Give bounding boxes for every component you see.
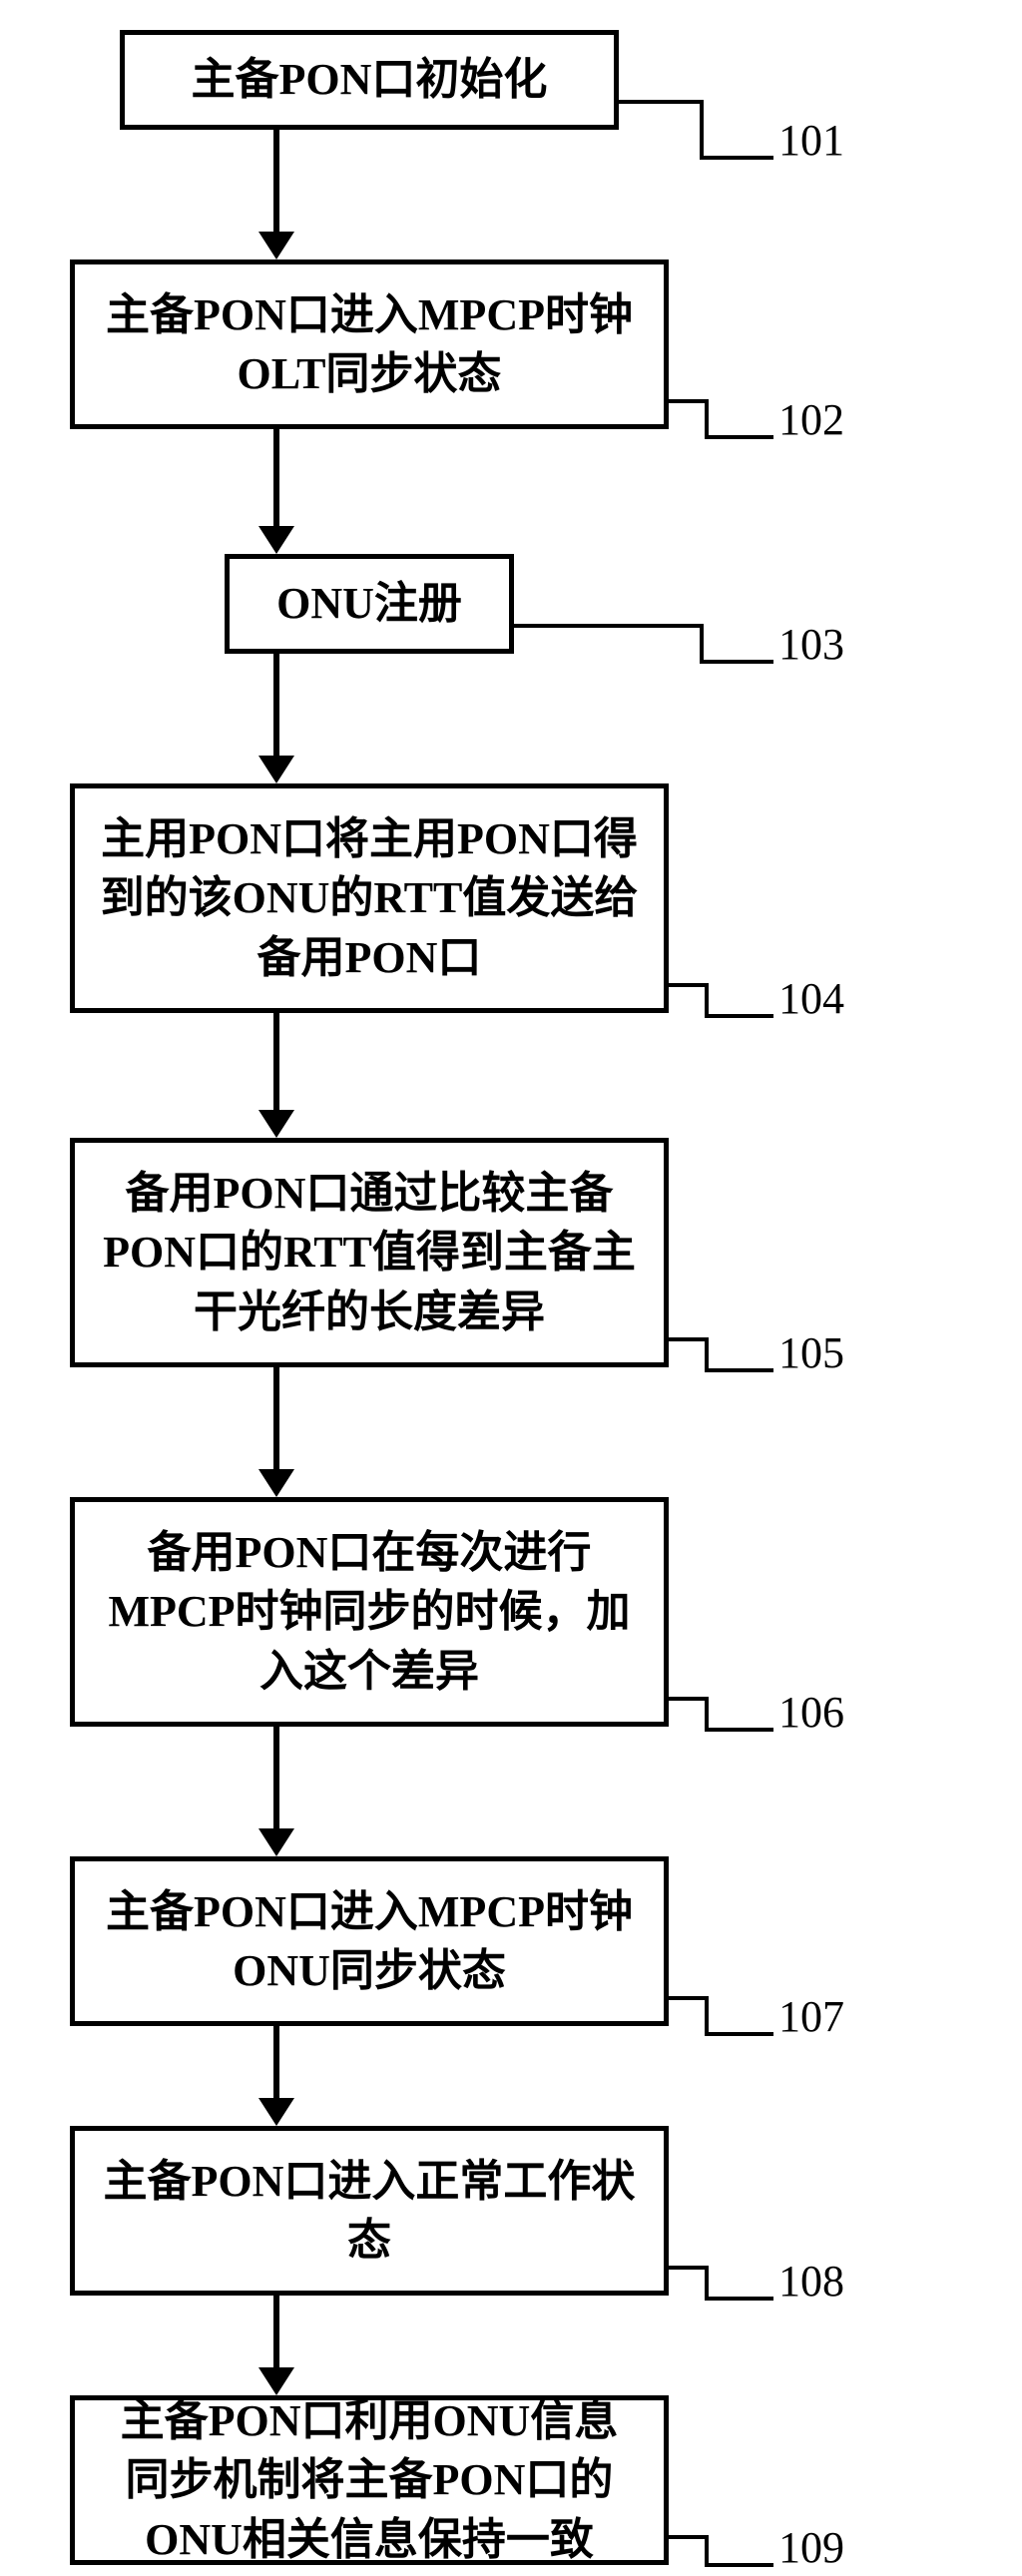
callout-107-v: [705, 1996, 709, 2036]
callout-101-v: [700, 100, 704, 160]
step-106-text: 备用PON口在每次进行MPCP时钟同步的时候，加入这个差异: [99, 1523, 640, 1701]
step-106: 备用PON口在每次进行MPCP时钟同步的时候，加入这个差异: [70, 1497, 669, 1727]
label-105: 105: [778, 1327, 844, 1378]
step-101-text: 主备PON口初始化: [192, 50, 548, 109]
step-107: 主备PON口进入MPCP时钟ONU同步状态: [70, 1856, 669, 2026]
label-103: 103: [778, 619, 844, 670]
step-102: 主备PON口进入MPCP时钟OLT同步状态: [70, 259, 669, 429]
callout-102-v: [705, 399, 709, 439]
step-109: 主备PON口利用ONU信息同步机制将主备PON口的ONU相关信息保持一致: [70, 2395, 669, 2565]
callout-103-h: [514, 624, 704, 628]
callout-107-h: [669, 1996, 709, 2000]
callout-102-h2: [705, 435, 773, 439]
step-102-text: 主备PON口进入MPCP时钟OLT同步状态: [99, 285, 640, 404]
step-104-text: 主用PON口将主用PON口得到的该ONU的RTT值发送给备用PON口: [99, 809, 640, 987]
label-101: 101: [778, 115, 844, 166]
callout-104-h2: [705, 1014, 773, 1018]
callout-103-v: [700, 624, 704, 664]
callout-101-h2: [700, 156, 773, 160]
callout-108-v: [705, 2266, 709, 2301]
label-108: 108: [778, 2256, 844, 2307]
step-104: 主用PON口将主用PON口得到的该ONU的RTT值发送给备用PON口: [70, 783, 669, 1013]
callout-106-v: [705, 1697, 709, 1732]
callout-105-h2: [705, 1368, 773, 1372]
step-109-text: 主备PON口利用ONU信息同步机制将主备PON口的ONU相关信息保持一致: [99, 2391, 640, 2569]
step-103: ONU注册: [225, 554, 514, 654]
step-107-text: 主备PON口进入MPCP时钟ONU同步状态: [99, 1882, 640, 2001]
step-105-text: 备用PON口通过比较主备PON口的RTT值得到主备主干光纤的长度差异: [99, 1164, 640, 1341]
step-108-text: 主备PON口进入正常工作状态: [99, 2152, 640, 2271]
step-103-text: ONU注册: [276, 574, 462, 633]
callout-103-h2: [700, 660, 773, 664]
label-102: 102: [778, 394, 844, 445]
label-107: 107: [778, 1991, 844, 2042]
label-104: 104: [778, 973, 844, 1024]
label-106: 106: [778, 1687, 844, 1738]
callout-109-h: [669, 2535, 709, 2539]
step-101: 主备PON口初始化: [120, 30, 619, 130]
callout-101-h: [619, 100, 704, 104]
callout-104-v: [705, 983, 709, 1018]
callout-106-h2: [705, 1728, 773, 1732]
callout-105-h: [669, 1337, 709, 1341]
callout-104-h: [669, 983, 709, 987]
callout-107-h2: [705, 2032, 773, 2036]
label-109: 109: [778, 2522, 844, 2573]
callout-102-h: [669, 399, 709, 403]
callout-108-h: [669, 2266, 709, 2270]
callout-109-h2: [705, 2563, 773, 2567]
step-105: 备用PON口通过比较主备PON口的RTT值得到主备主干光纤的长度差异: [70, 1138, 669, 1367]
callout-108-h2: [705, 2297, 773, 2301]
step-108: 主备PON口进入正常工作状态: [70, 2126, 669, 2296]
callout-105-v: [705, 1337, 709, 1372]
flowchart-container: 主备PON口初始化 主备PON口进入MPCP时钟OLT同步状态 ONU注册 主用…: [0, 0, 1022, 2576]
callout-106-h: [669, 1697, 709, 1701]
